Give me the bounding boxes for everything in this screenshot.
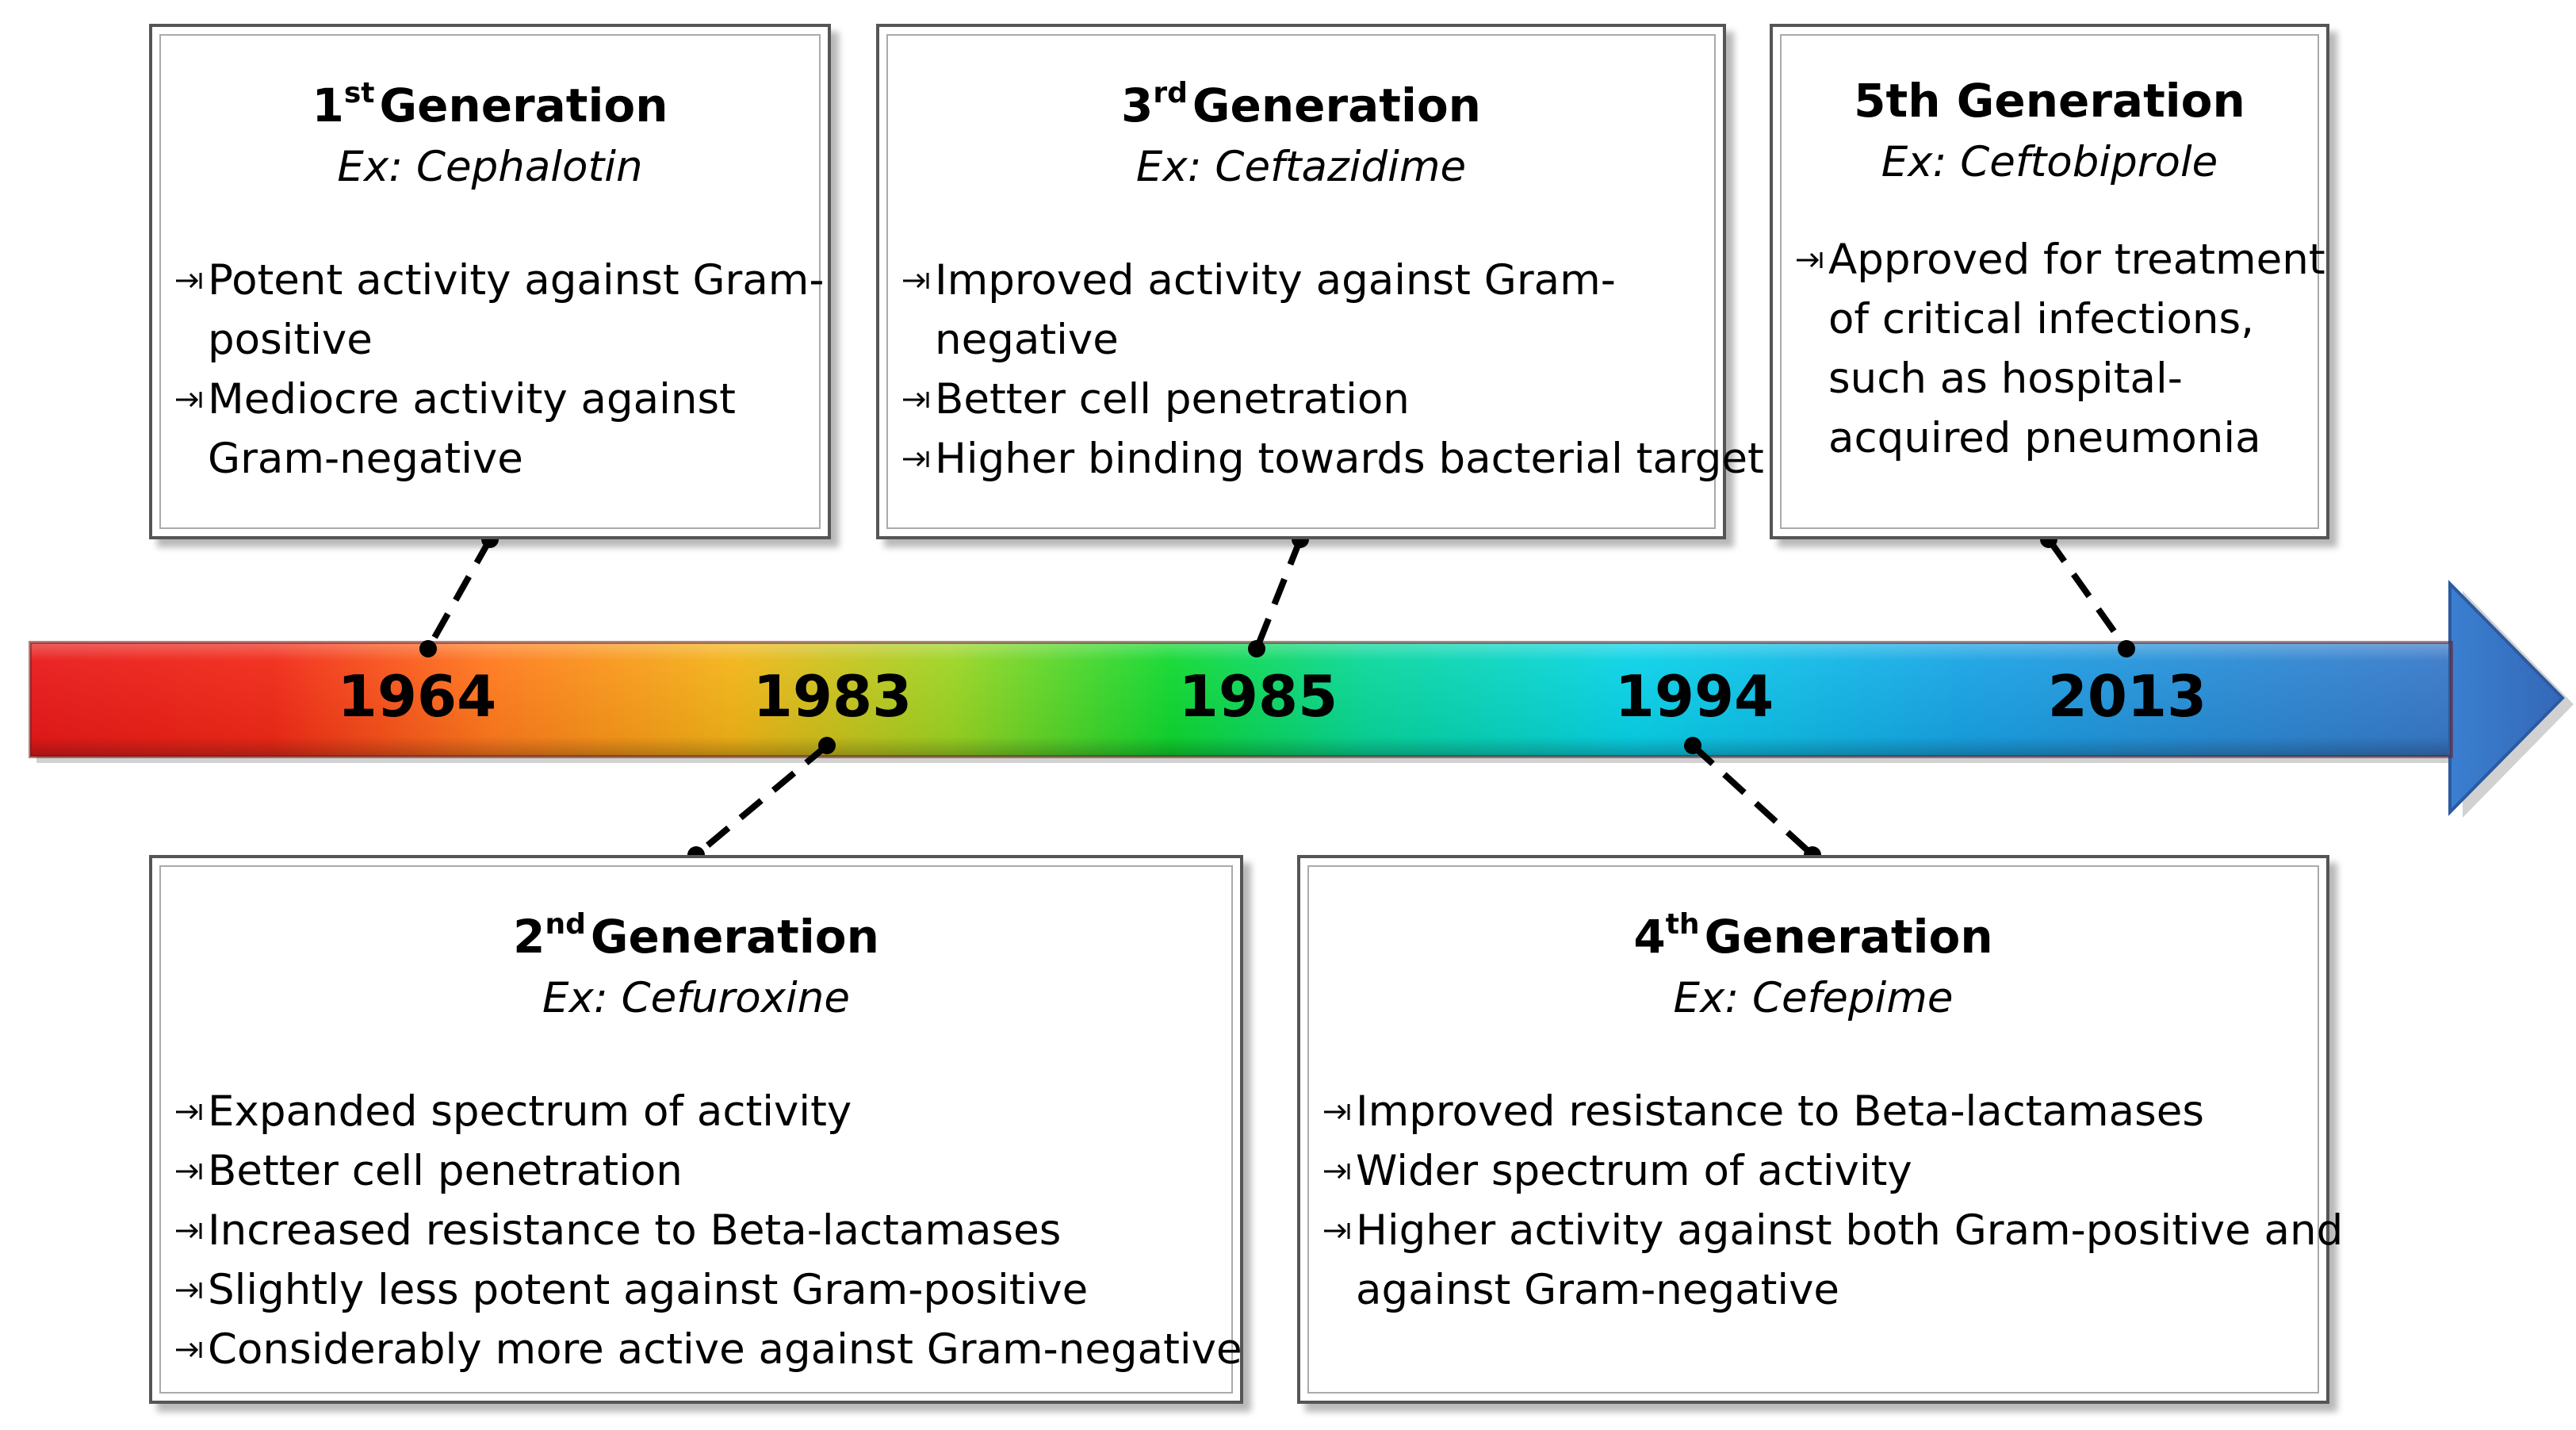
property-item: Slightly less potent against Gram-positi… bbox=[173, 1260, 1229, 1320]
generation-card-1: 1st Generation Ex: Cephalotin Potent acti… bbox=[149, 24, 831, 539]
connector-dot bbox=[1248, 640, 1265, 657]
generation-card-2: 2nd Generation Ex: Cefuroxine Expanded sp… bbox=[149, 855, 1243, 1404]
generation-card-3: 3rd Generation Ex: Ceftazidime Improved a… bbox=[876, 24, 1764, 539]
connector-gen3 bbox=[1254, 538, 1303, 650]
property-item: Better cell penetration bbox=[173, 1141, 1229, 1201]
property-item: Better cell penetration bbox=[900, 370, 1712, 429]
timeline-arrow-outline bbox=[29, 641, 2453, 758]
generation-properties-list: Expanded spectrum of activity Better cel… bbox=[173, 1082, 1242, 1379]
connector-dot bbox=[818, 737, 836, 754]
bullet-arrow-icon bbox=[1324, 1223, 1350, 1239]
bullet-arrow-icon bbox=[176, 273, 202, 289]
property-item: Improved activity against Gram-negative bbox=[900, 251, 1712, 370]
year-label-1994: 1994 bbox=[1614, 663, 1774, 730]
connector-dot bbox=[419, 640, 437, 657]
generation-properties-list: Improved resistance to Beta-lactamases W… bbox=[1321, 1082, 2343, 1320]
generation-card-5: 5th Generation Ex: Ceftobiprole Approved… bbox=[1770, 24, 2329, 539]
connector-dot bbox=[2118, 640, 2135, 657]
year-label-1985: 1985 bbox=[1178, 663, 1338, 730]
generation-title: 3rd Generation bbox=[1121, 77, 1481, 132]
generation-example-drug: Ex: Ceftobiprole bbox=[1881, 138, 2218, 186]
generation-example-drug: Ex: Cefepime bbox=[1673, 974, 1954, 1022]
connector-gen2 bbox=[694, 742, 829, 858]
property-item: Higher binding towards bacterial target bbox=[900, 429, 1764, 489]
bullet-arrow-icon bbox=[176, 1342, 202, 1358]
generation-example-drug: Ex: Cephalotin bbox=[337, 143, 643, 191]
bullet-arrow-icon bbox=[176, 1223, 202, 1239]
property-item: Potent activity against Gram-positive bbox=[173, 251, 825, 370]
property-item: Higher activity against both Gram-positi… bbox=[1321, 1201, 2343, 1320]
timeline-arrow-head bbox=[2448, 580, 2565, 816]
year-label-1983: 1983 bbox=[752, 663, 913, 730]
bullet-arrow-icon bbox=[176, 1282, 202, 1298]
year-label-1964: 1964 bbox=[337, 663, 497, 730]
bullet-arrow-icon bbox=[176, 1164, 202, 1179]
property-item: Considerably more active against Gram-ne… bbox=[173, 1320, 1242, 1379]
bullet-arrow-icon bbox=[176, 392, 202, 408]
connector-gen4 bbox=[1690, 743, 1815, 857]
generation-properties-list: Approved for treatment of critical infect… bbox=[1793, 230, 2325, 468]
generation-properties-list: Potent activity against Gram-positive Me… bbox=[173, 251, 825, 489]
generation-title: 1st Generation bbox=[312, 77, 668, 132]
property-item: Mediocre activity against Gram-negative bbox=[173, 370, 817, 489]
generation-example-drug: Ex: Ceftazidime bbox=[1135, 143, 1467, 191]
generation-title: 5th Generation bbox=[1854, 74, 2245, 128]
bullet-arrow-icon bbox=[1797, 252, 1823, 268]
property-item: Improved resistance to Beta-lactamases bbox=[1321, 1082, 2315, 1141]
connector-gen5 bbox=[2046, 537, 2130, 651]
bullet-arrow-icon bbox=[1324, 1164, 1350, 1179]
generation-card-4: 4th Generation Ex: Cefepime Improved resi… bbox=[1297, 855, 2343, 1404]
property-item: Wider spectrum of activity bbox=[1321, 1141, 2315, 1201]
generation-properties-list: Improved activity against Gram-negative … bbox=[900, 251, 1764, 489]
connector-dot bbox=[1684, 737, 1701, 754]
bullet-arrow-icon bbox=[176, 1104, 202, 1120]
property-item: Approved for treatment of critical infect… bbox=[1793, 230, 2325, 468]
timeline-arrow-shading bbox=[30, 642, 2466, 757]
year-label-2013: 2013 bbox=[2047, 663, 2207, 730]
bullet-arrow-icon bbox=[903, 392, 929, 408]
property-item: Increased resistance to Beta-lactamases bbox=[173, 1201, 1229, 1260]
property-item: Expanded spectrum of activity bbox=[173, 1082, 1229, 1141]
bullet-arrow-icon bbox=[903, 273, 929, 289]
bullet-arrow-icon bbox=[1324, 1104, 1350, 1120]
generation-title: 2nd Generation bbox=[513, 908, 879, 964]
bullet-arrow-icon bbox=[903, 451, 929, 467]
generation-title: 4th Generation bbox=[1633, 908, 1993, 964]
generation-example-drug: Ex: Cefuroxine bbox=[542, 974, 850, 1022]
connector-gen1 bbox=[425, 538, 493, 650]
